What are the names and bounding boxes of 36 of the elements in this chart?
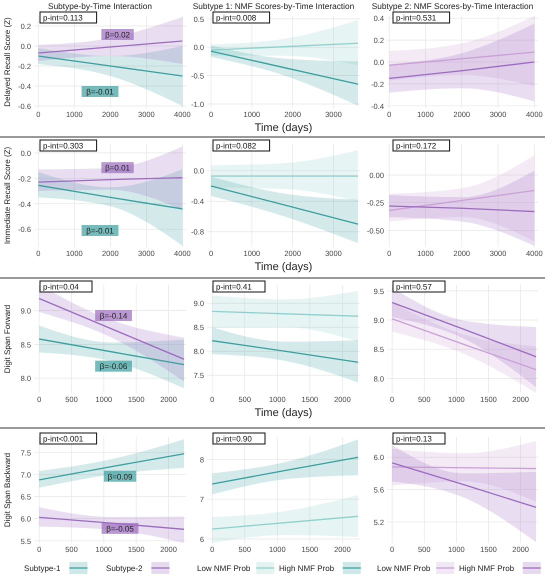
annotation: p-int=0.04: [43, 282, 80, 292]
annotation: β=-0.05: [106, 524, 134, 534]
x-axis-title: Time (days): [254, 407, 312, 419]
annotation: β=-0.01: [86, 88, 114, 96]
chart-title: Subtype 2: NMF Scores-by-Time Interaction: [372, 1, 534, 11]
annotation: β=0.09: [108, 472, 133, 482]
annotation: p-int=0.90: [216, 434, 252, 444]
annotation: p-int<0.001: [43, 434, 84, 444]
y-axis-title: Delayed Recall Score (Z): [3, 16, 12, 107]
annotation: β=-0.06: [100, 362, 128, 372]
annotation: p-int=0.172: [396, 142, 437, 150]
x-axis-title: Time (days): [254, 122, 312, 134]
y-axis-title: Digit Span Forward: [3, 304, 12, 374]
legend-label: Low NMF Prob: [377, 564, 431, 573]
y-axis-title: Immediate Recall Score (Z): [3, 146, 12, 244]
chart-title: Subtype 1: NMF Scores-by-Time Interaction: [192, 1, 355, 11]
chart-title: Subtype-by-Time Interaction: [48, 1, 152, 11]
annotation: β=0.01: [105, 164, 131, 173]
annotation: p-int=0.082: [216, 142, 257, 150]
annotation: β=-0.14: [100, 312, 128, 321]
annotation: p-int=0.303: [43, 142, 84, 150]
annotation: p-int=0.008: [216, 14, 257, 22]
annotation: p-int=0.41: [216, 282, 252, 292]
annotation: p-int=0.531: [396, 14, 437, 22]
x-axis-title: Time (days): [254, 261, 312, 273]
annotation: p-int=0.113: [43, 14, 84, 22]
legend-label: High NMF Prob: [279, 564, 335, 573]
y-axis-title: Digit Span Backward: [3, 452, 12, 528]
annotation: β=-0.01: [86, 226, 114, 236]
legend-label: Subtype-1: [24, 564, 62, 573]
annotation: β=0.02: [105, 30, 131, 40]
legend-label: High NMF Prob: [459, 564, 515, 573]
legend-label: Low NMF Prob: [197, 564, 251, 573]
annotation: p-int=0.57: [396, 282, 432, 292]
legend-label: Subtype-2: [106, 564, 144, 573]
annotation: p-int=0.13: [396, 434, 432, 444]
